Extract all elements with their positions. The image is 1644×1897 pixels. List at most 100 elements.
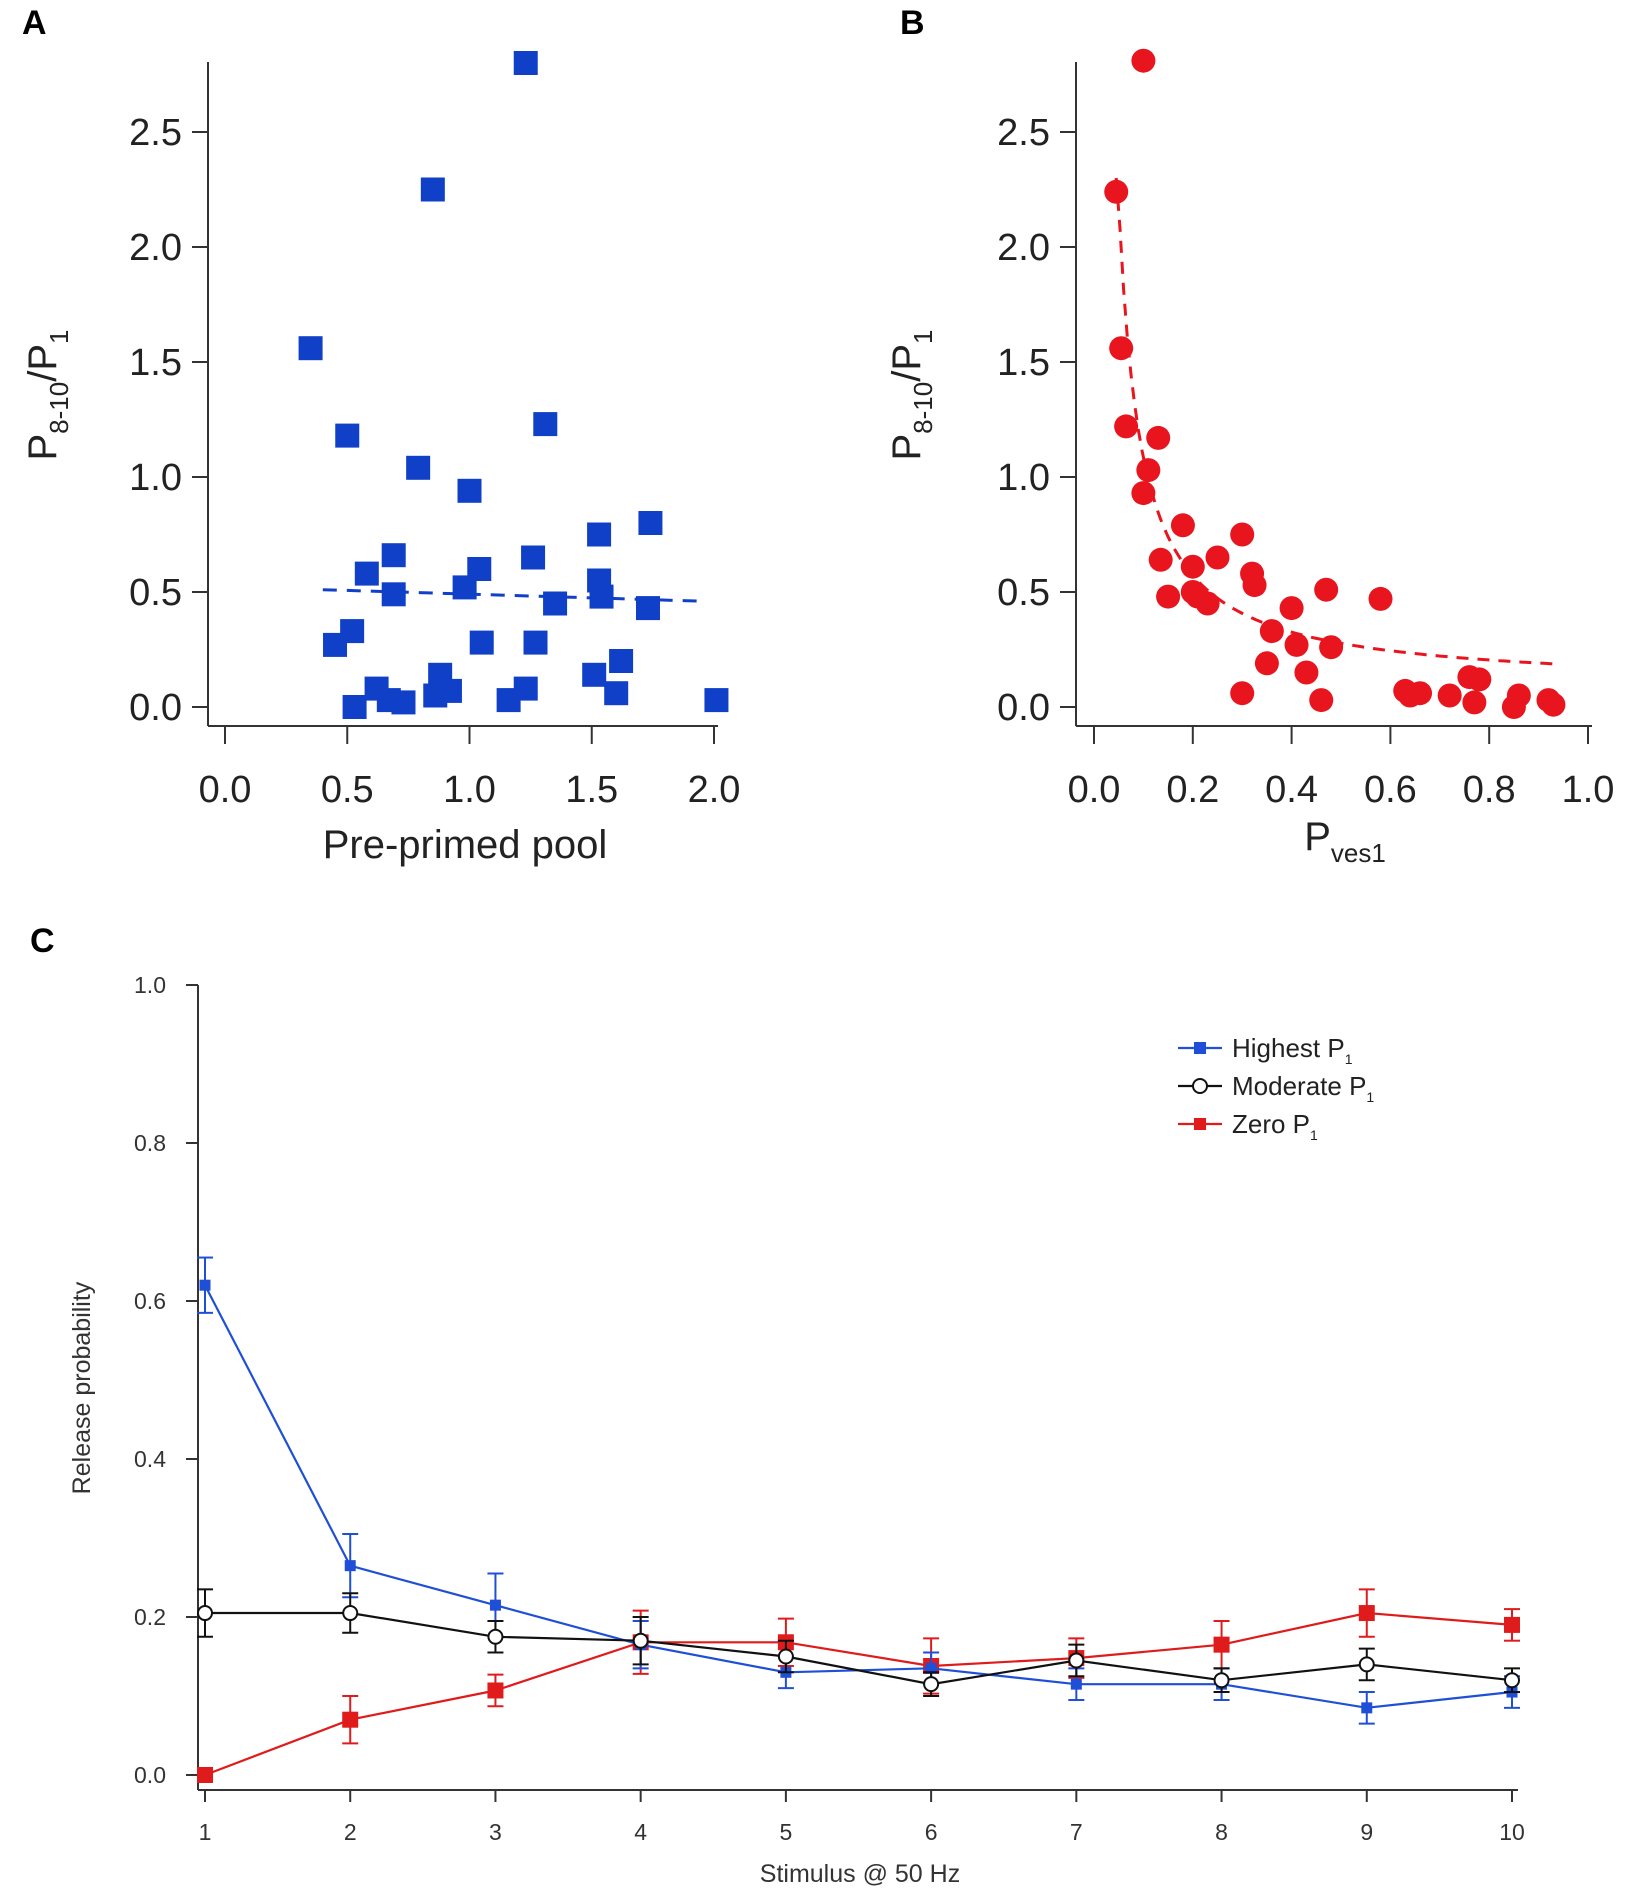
data-point (1408, 681, 1433, 706)
series-line (205, 1611, 1513, 1686)
x-tick-label: 1.0 (1562, 769, 1615, 811)
y-tick-label: 2.0 (997, 227, 1050, 269)
data-point (487, 1682, 504, 1699)
data-point (1131, 481, 1156, 506)
legend-label-sub: 1 (1310, 1127, 1318, 1143)
data-point (469, 630, 494, 655)
x-tick-label: 3 (489, 1819, 502, 1845)
data-point (589, 584, 614, 609)
x-tick-label: 4 (634, 1819, 647, 1845)
panel-a-y-label: P8-10/P1 (21, 330, 74, 461)
data-point (1242, 573, 1267, 598)
y-tick-label: 1.5 (129, 342, 182, 384)
data-point (1180, 554, 1205, 579)
data-point (457, 478, 482, 503)
data-point (1284, 632, 1309, 657)
data-point (197, 1767, 213, 1783)
panel-c-y-label: Release probability (68, 1281, 96, 1494)
data-point (1146, 425, 1171, 450)
legend-label-main: Moderate P (1232, 1071, 1366, 1101)
data-point (496, 688, 521, 713)
x-tick-label: 9 (1360, 1819, 1373, 1845)
data-point (923, 1676, 940, 1693)
data-point (635, 596, 660, 621)
panel-b-x-label-sub: ves1 (1331, 838, 1386, 868)
panel-a-y-label-tail-sub: 1 (44, 330, 74, 344)
panel-a-y-ticks: 0.0 0.5 1.0 1.5 2.0 2.5 (129, 112, 208, 729)
data-point (1170, 513, 1195, 538)
data-point (1504, 1672, 1520, 1689)
data-point (1309, 688, 1334, 713)
x-tick-label: 8 (1215, 1819, 1228, 1845)
data-point (1368, 586, 1393, 611)
x-tick-label: 0.8 (1463, 769, 1516, 811)
data-point (452, 575, 477, 600)
y-tick-label: 2.0 (129, 227, 182, 269)
data-point (704, 688, 729, 713)
panel-c-marks (197, 1256, 1520, 1783)
panel-b-x-ticks: 0.0 0.2 0.4 0.6 0.8 1.0 (1068, 726, 1615, 811)
data-point (1467, 667, 1492, 692)
x-tick-label: 7 (1070, 1819, 1083, 1845)
data-point (1114, 414, 1139, 439)
y-tick-label: 0.8 (134, 1130, 166, 1156)
panel-b-x-label: Pves1 (1304, 815, 1386, 868)
data-point (323, 632, 348, 657)
data-point (423, 683, 448, 708)
legend-label: Moderate P1 (1232, 1071, 1374, 1105)
data-point (1205, 545, 1230, 570)
panel-a-x-ticks: 0.0 0.5 1.0 1.5 2.0 (199, 726, 740, 811)
y-tick-label: 1.0 (134, 972, 166, 998)
panel-b-y-ticks: 0.0 0.5 1.0 1.5 2.0 2.5 (997, 112, 1076, 729)
legend-label-sub: 1 (1366, 1089, 1374, 1105)
x-tick-label: 0.0 (1068, 769, 1121, 811)
y-tick-label: 1.0 (129, 457, 182, 499)
panel-c: C 0.0 0.2 0.4 0.6 0.8 1.0 1 2 3 4 5 6 7 8 9 10 Highest… (30, 922, 1525, 1888)
y-tick-label: 0.2 (134, 1604, 166, 1630)
legend-swatch-marker (1192, 1078, 1208, 1094)
series-line (204, 1611, 1513, 1777)
data-point (1294, 660, 1319, 685)
data-point (487, 1628, 504, 1645)
data-point (587, 522, 612, 547)
data-point (1148, 547, 1173, 572)
data-point (354, 561, 379, 586)
data-point (381, 582, 406, 607)
x-tick-label: 0.4 (1265, 769, 1318, 811)
data-point (1462, 690, 1487, 715)
panel-b-y-label-sub: 8-10 (908, 382, 938, 434)
legend-label: Zero P1 (1232, 1109, 1318, 1143)
data-point (1254, 651, 1279, 676)
panel-b-y-label-tail: /P (885, 344, 929, 382)
data-point (344, 1560, 356, 1572)
y-tick-label: 0.5 (997, 572, 1050, 614)
data-point (342, 1711, 359, 1728)
data-point (513, 51, 538, 75)
x-tick-label: 1.0 (443, 769, 496, 811)
data-point (1213, 1672, 1230, 1689)
data-point (1109, 336, 1134, 361)
data-point (632, 1632, 649, 1649)
data-point (342, 1605, 359, 1622)
data-point (1259, 619, 1284, 644)
data-point (1501, 695, 1526, 719)
data-point (1156, 584, 1181, 609)
panel-b-y-label-tail-sub: 1 (908, 330, 938, 344)
data-point (1230, 681, 1255, 706)
data-point (1361, 1702, 1373, 1714)
panel-b-y-label-main: P (885, 434, 929, 461)
data-point (1230, 522, 1255, 547)
legend-swatch-marker (1194, 1042, 1206, 1054)
data-point (582, 662, 607, 687)
x-tick-label: 6 (925, 1819, 938, 1845)
data-point (604, 681, 629, 706)
data-point (489, 1599, 501, 1611)
data-point (406, 455, 431, 480)
x-tick-label: 0.2 (1166, 769, 1219, 811)
data-point (1068, 1652, 1085, 1669)
y-tick-label: 0.0 (134, 1762, 166, 1788)
x-tick-label: 5 (779, 1819, 792, 1845)
